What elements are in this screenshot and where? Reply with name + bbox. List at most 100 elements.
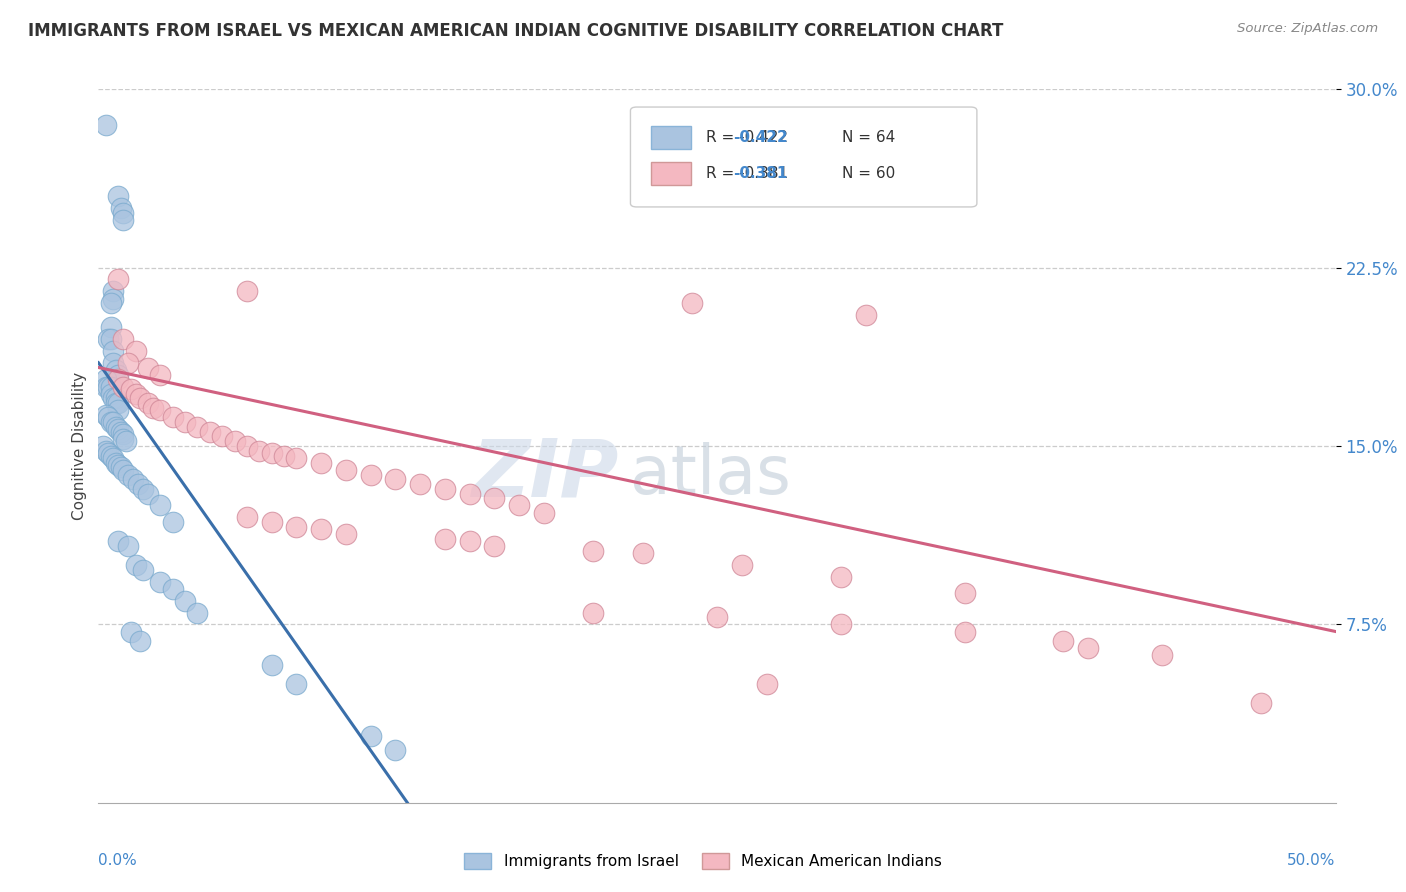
- Point: [631, 546, 654, 560]
- Point: [117, 467, 139, 482]
- Point: [120, 624, 142, 639]
- Point: [1250, 696, 1272, 710]
- Point: [273, 449, 295, 463]
- Point: [309, 456, 332, 470]
- FancyBboxPatch shape: [651, 162, 692, 185]
- Point: [309, 522, 332, 536]
- Point: [582, 606, 605, 620]
- Point: [830, 617, 852, 632]
- Point: [335, 527, 357, 541]
- Point: [122, 472, 145, 486]
- Point: [433, 482, 456, 496]
- Point: [484, 539, 506, 553]
- Point: [107, 368, 129, 382]
- Point: [124, 386, 146, 401]
- Point: [953, 624, 976, 639]
- Text: atlas: atlas: [630, 442, 792, 508]
- Point: [107, 396, 129, 410]
- Point: [174, 415, 197, 429]
- Point: [132, 563, 155, 577]
- Text: 50.0%: 50.0%: [1288, 853, 1336, 868]
- Point: [162, 515, 184, 529]
- Text: IMMIGRANTS FROM ISRAEL VS MEXICAN AMERICAN INDIAN COGNITIVE DISABILITY CORRELATI: IMMIGRANTS FROM ISRAEL VS MEXICAN AMERIC…: [28, 22, 1004, 40]
- Point: [103, 292, 125, 306]
- Text: -0.422: -0.422: [733, 130, 787, 145]
- Point: [104, 396, 127, 410]
- Point: [100, 449, 122, 463]
- Point: [103, 450, 125, 465]
- Point: [285, 450, 308, 465]
- Y-axis label: Cognitive Disability: Cognitive Disability: [72, 372, 87, 520]
- Point: [110, 460, 132, 475]
- Point: [100, 332, 122, 346]
- Point: [855, 308, 877, 322]
- Point: [94, 372, 117, 386]
- Point: [112, 206, 135, 220]
- Point: [107, 189, 129, 203]
- FancyBboxPatch shape: [630, 107, 977, 207]
- Point: [112, 463, 135, 477]
- Point: [97, 446, 120, 460]
- Point: [103, 415, 125, 429]
- Point: [830, 570, 852, 584]
- Point: [198, 425, 221, 439]
- Point: [149, 368, 172, 382]
- Text: R = -0.381: R = -0.381: [706, 166, 787, 181]
- Point: [100, 320, 122, 334]
- Point: [104, 392, 127, 406]
- Text: N = 60: N = 60: [842, 166, 896, 181]
- Point: [1152, 648, 1174, 663]
- Legend: Immigrants from Israel, Mexican American Indians: Immigrants from Israel, Mexican American…: [458, 847, 948, 875]
- Point: [1052, 634, 1074, 648]
- Point: [127, 477, 149, 491]
- Point: [112, 213, 135, 227]
- Point: [260, 515, 283, 529]
- Point: [120, 382, 142, 396]
- Point: [94, 379, 117, 393]
- Point: [335, 463, 357, 477]
- Point: [107, 372, 129, 386]
- Point: [103, 392, 125, 406]
- Point: [112, 379, 135, 393]
- Point: [236, 439, 259, 453]
- Point: [132, 482, 155, 496]
- Point: [186, 606, 208, 620]
- Point: [110, 425, 132, 439]
- Text: -0.381: -0.381: [733, 166, 787, 181]
- Point: [458, 486, 481, 500]
- Point: [409, 477, 432, 491]
- Point: [360, 467, 382, 482]
- Point: [117, 356, 139, 370]
- Text: Source: ZipAtlas.com: Source: ZipAtlas.com: [1237, 22, 1378, 36]
- Text: 0.0%: 0.0%: [98, 853, 138, 868]
- Point: [260, 446, 283, 460]
- Point: [129, 392, 152, 406]
- Point: [360, 729, 382, 743]
- Point: [136, 486, 159, 500]
- Point: [93, 439, 115, 453]
- Point: [94, 443, 117, 458]
- Point: [100, 379, 122, 393]
- Point: [755, 677, 778, 691]
- Point: [107, 403, 129, 417]
- Point: [110, 201, 132, 215]
- Point: [224, 434, 246, 449]
- Point: [104, 456, 127, 470]
- Point: [100, 415, 122, 429]
- Point: [97, 410, 120, 425]
- Point: [285, 520, 308, 534]
- FancyBboxPatch shape: [651, 127, 692, 149]
- Point: [211, 429, 233, 443]
- Point: [186, 420, 208, 434]
- Point: [103, 343, 125, 358]
- Text: N = 64: N = 64: [842, 130, 896, 145]
- Point: [260, 657, 283, 672]
- Point: [706, 610, 728, 624]
- Point: [162, 582, 184, 596]
- Point: [236, 285, 259, 299]
- Point: [107, 422, 129, 436]
- Point: [136, 360, 159, 375]
- Point: [124, 558, 146, 572]
- Point: [104, 363, 127, 377]
- Point: [285, 677, 308, 691]
